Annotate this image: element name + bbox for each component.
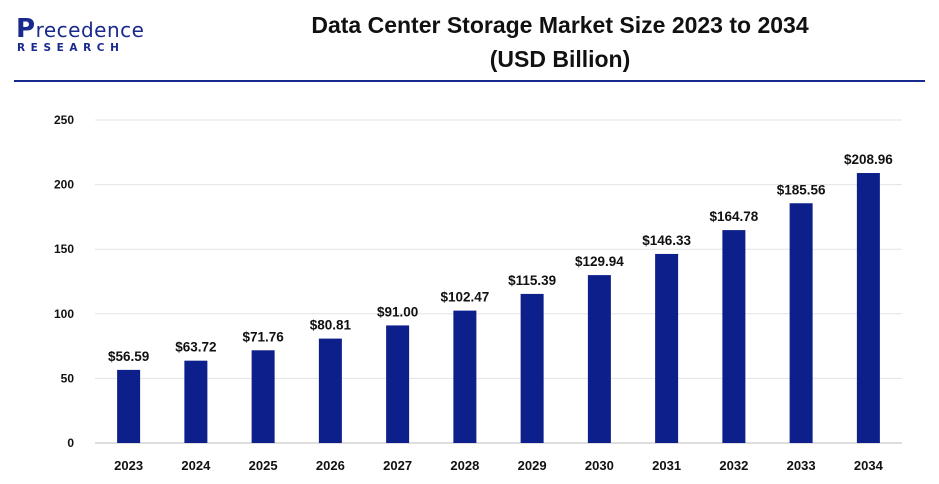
x-tick-label: 2023 (114, 458, 143, 473)
data-label: $146.33 (642, 233, 691, 248)
y-tick-label: 200 (54, 178, 74, 192)
x-tick-label: 2024 (181, 458, 211, 473)
x-tick-label: 2033 (787, 458, 816, 473)
chart-title-line1: Data Center Storage Market Size 2023 to … (311, 12, 809, 38)
y-tick-label: 100 (54, 307, 74, 321)
bar (117, 369, 141, 443)
data-label: $71.76 (242, 329, 284, 344)
data-label: $129.94 (575, 254, 624, 269)
bar (722, 230, 746, 443)
bar (789, 203, 813, 443)
y-tick-label: 50 (61, 371, 75, 385)
y-tick-label: 250 (54, 113, 74, 127)
brand-name: Precedence (16, 14, 145, 44)
x-tick-label: 2025 (249, 458, 278, 473)
x-tick-label: 2026 (316, 458, 345, 473)
bar (520, 293, 544, 443)
data-label: $185.56 (777, 182, 826, 197)
chart-title: Data Center Storage Market Size 2023 to … (190, 8, 930, 76)
chart-title-line2: (USD Billion) (489, 46, 631, 72)
bar (318, 338, 342, 443)
header-divider (14, 80, 925, 82)
data-label: $80.81 (310, 318, 352, 333)
x-tick-label: 2034 (854, 458, 884, 473)
data-label: $115.39 (508, 273, 556, 288)
bar (655, 253, 679, 443)
bar (587, 275, 611, 443)
data-label: $56.59 (108, 349, 149, 364)
bar (856, 173, 880, 443)
data-label: $208.96 (844, 152, 893, 167)
y-tick-label: 0 (67, 436, 74, 450)
data-label: $102.47 (440, 290, 489, 305)
y-tick-label: 150 (54, 242, 74, 256)
data-label: $164.78 (709, 209, 758, 224)
x-tick-label: 2029 (518, 458, 547, 473)
x-tick-label: 2027 (383, 458, 412, 473)
x-tick-label: 2030 (585, 458, 614, 473)
bar (453, 310, 477, 443)
x-tick-label: 2031 (652, 458, 681, 473)
brand-logo: Precedence RESEARCH (16, 14, 166, 58)
bar (386, 325, 410, 443)
data-label: $91.00 (377, 304, 418, 319)
brand-sub: RESEARCH (17, 42, 125, 54)
x-tick-label: 2028 (450, 458, 479, 473)
bar (251, 350, 275, 443)
bar (184, 360, 208, 443)
data-label: $63.72 (175, 340, 216, 355)
x-tick-label: 2032 (719, 458, 748, 473)
